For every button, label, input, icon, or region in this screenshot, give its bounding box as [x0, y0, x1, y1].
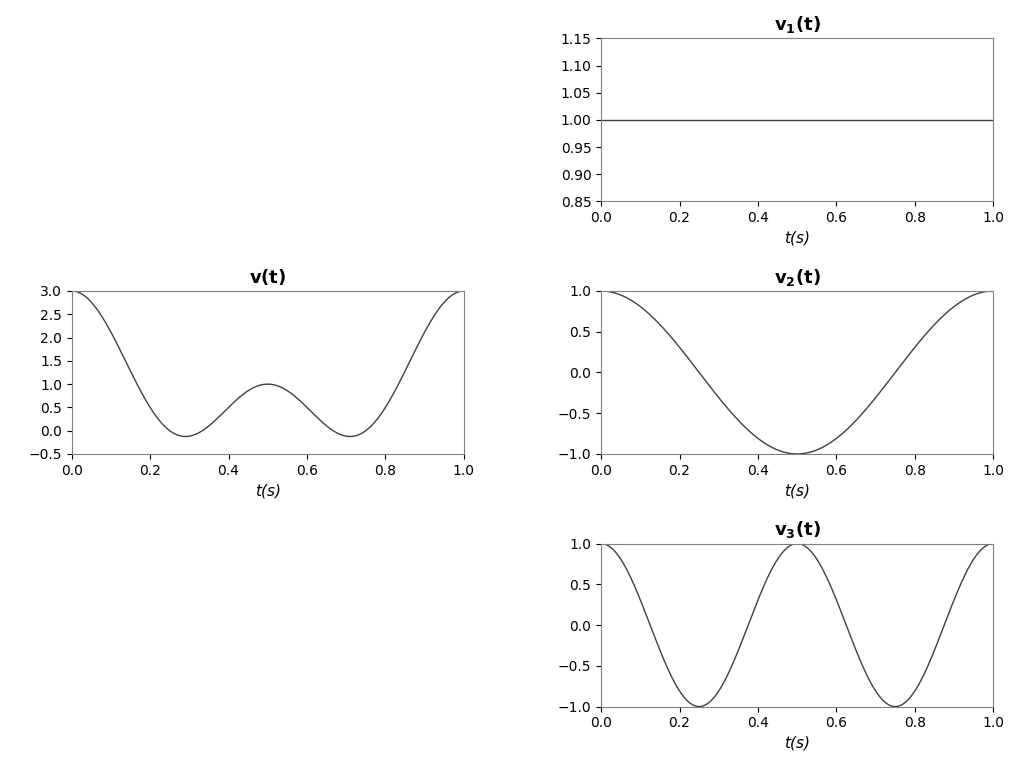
X-axis label: t(s): t(s) [255, 483, 281, 498]
X-axis label: t(s): t(s) [784, 736, 810, 751]
Title: $\mathbf{v_2(t)}$: $\mathbf{v_2(t)}$ [774, 266, 820, 288]
Title: $\mathbf{v(t)}$: $\mathbf{v(t)}$ [249, 266, 287, 286]
X-axis label: t(s): t(s) [784, 483, 810, 498]
Title: $\mathbf{v_3(t)}$: $\mathbf{v_3(t)}$ [774, 519, 820, 540]
Title: $\mathbf{v_1(t)}$: $\mathbf{v_1(t)}$ [774, 14, 820, 35]
X-axis label: t(s): t(s) [784, 230, 810, 246]
